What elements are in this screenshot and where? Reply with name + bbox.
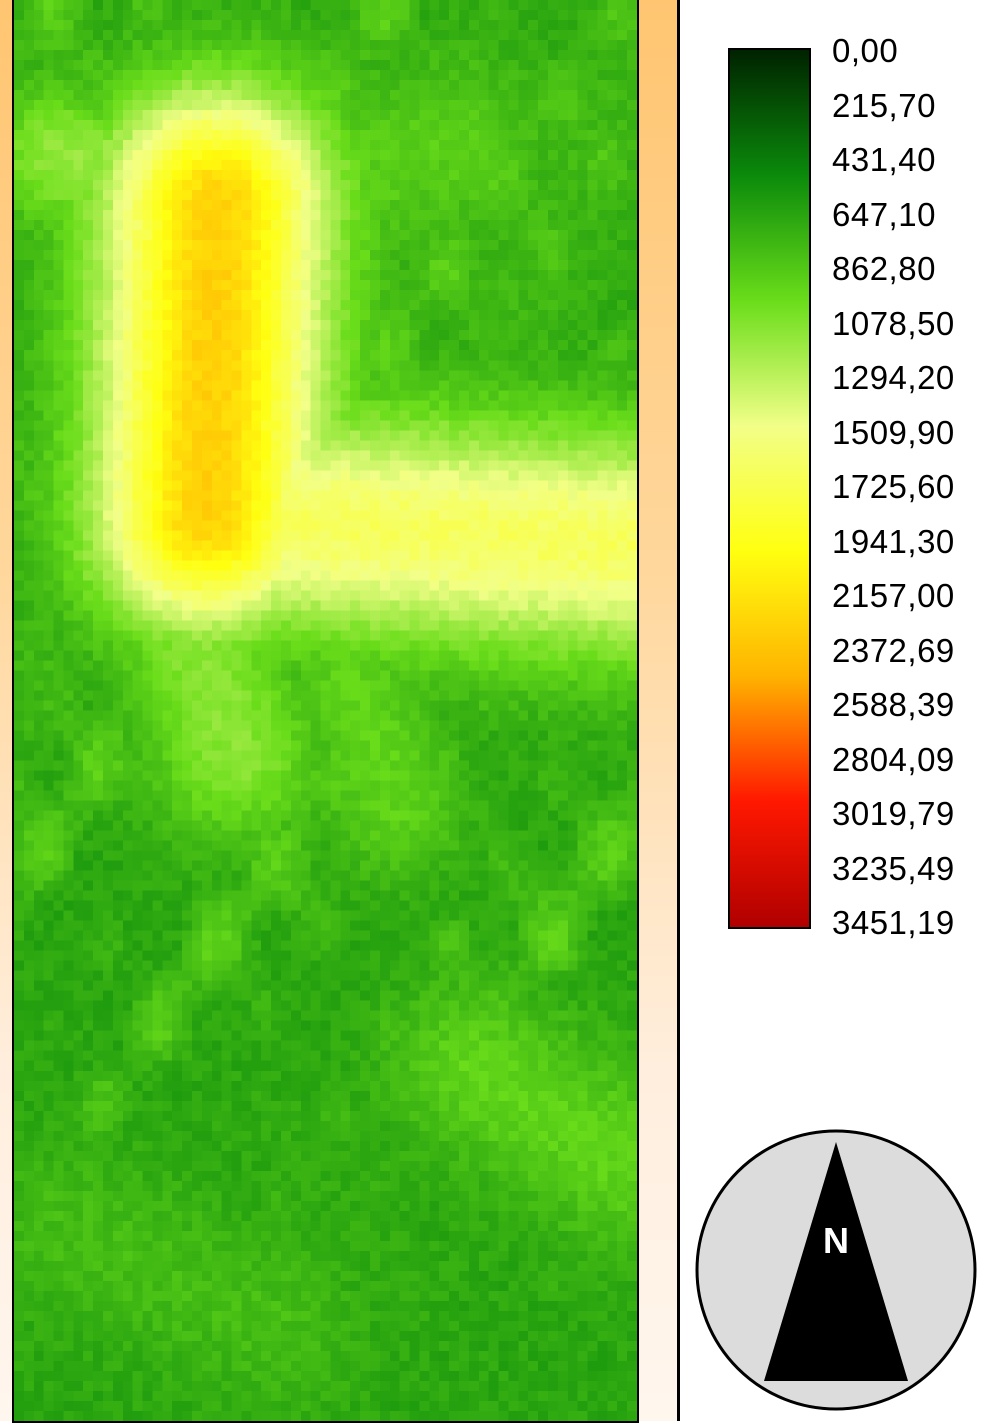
legend-label: 3235,49 (832, 849, 955, 887)
legend-label: 2372,69 (832, 631, 955, 669)
legend-label: 1941,30 (832, 522, 955, 560)
legend-label: 1725,60 (832, 468, 955, 505)
north-pointer (764, 1142, 908, 1381)
elevation-map[interactable] (12, 0, 639, 1423)
elevation-raster (14, 0, 637, 1421)
map-border-right (639, 0, 677, 1421)
map-border-left (0, 0, 14, 1421)
legend-label: 2157,00 (832, 577, 955, 614)
panel-divider (677, 0, 680, 1421)
legend-label: 862,80 (832, 250, 936, 287)
north-label: N (823, 1220, 849, 1261)
legend-label: 1294,20 (832, 359, 955, 396)
north-arrow-icon: N (695, 1129, 977, 1411)
legend-color-ramp (728, 48, 811, 929)
legend-label: 0,00 (832, 32, 899, 69)
legend-label: 431,40 (832, 141, 936, 178)
legend-label: 1509,90 (832, 413, 955, 451)
legend-label: 215,70 (832, 86, 936, 124)
legend-label: 3019,79 (832, 795, 955, 832)
legend-label: 3451,19 (832, 904, 955, 941)
legend-label: 2588,39 (832, 686, 955, 723)
legend-label: 647,10 (832, 195, 936, 233)
legend-labels: 0,00 215,70 431,40 647,10 862,80 1078,50… (832, 32, 955, 959)
legend-label: 2804,09 (832, 740, 955, 778)
legend-label: 1078,50 (832, 304, 955, 342)
